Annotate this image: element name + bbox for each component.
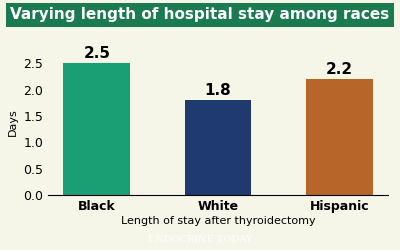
- Bar: [306, 79, 372, 195]
- Bar: [64, 63, 130, 195]
- Text: ENDOCRINE TODAY: ENDOCRINE TODAY: [148, 236, 252, 244]
- X-axis label: Length of stay after thyroidectomy: Length of stay after thyroidectomy: [121, 216, 315, 226]
- Text: 2.5: 2.5: [83, 46, 110, 61]
- Y-axis label: Days: Days: [8, 108, 18, 136]
- Bar: [185, 100, 251, 195]
- Text: 1.8: 1.8: [205, 83, 231, 98]
- Text: 2.2: 2.2: [326, 62, 353, 77]
- Text: Varying length of hospital stay among races: Varying length of hospital stay among ra…: [10, 8, 390, 22]
